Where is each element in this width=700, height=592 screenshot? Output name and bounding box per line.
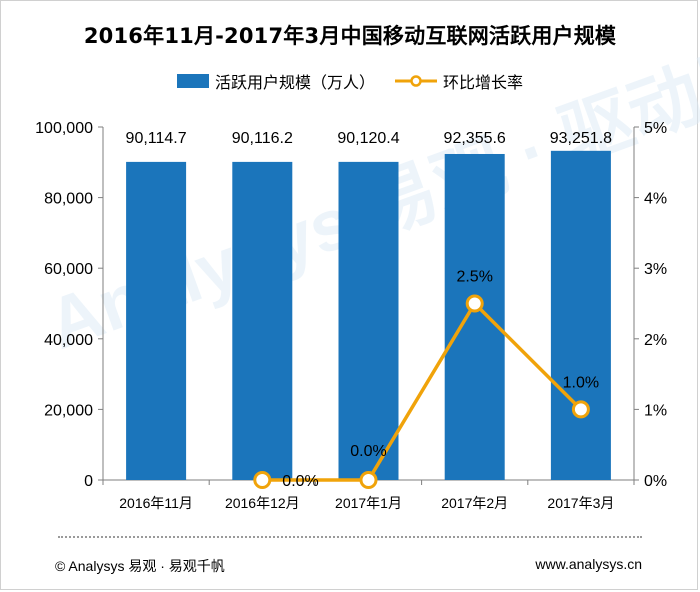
bar-value-label: 90,120.4 — [337, 130, 399, 147]
legend-item-users: 活跃用户规模（万人） — [176, 69, 375, 93]
growth-line — [262, 301, 583, 482]
growth-point — [359, 471, 378, 489]
legend-line-swatch — [395, 75, 437, 87]
legend-label-users: 活跃用户规模（万人） — [214, 73, 375, 92]
y-right-tick-label: 2% — [644, 332, 667, 349]
y-left-tick-label: 0 — [84, 473, 93, 490]
growth-value-label: 1.0% — [563, 374, 599, 391]
footer-divider — [58, 536, 642, 538]
x-tick-label: 2017年2月 — [441, 495, 508, 511]
y-right-tick-label: 4% — [644, 191, 667, 208]
x-tick-label: 2017年1月 — [335, 495, 402, 511]
y-left-tick-label: 60,000 — [44, 261, 93, 278]
y-left-tick-label: 100,000 — [35, 120, 93, 137]
footer-url: www.analysys.cn — [535, 556, 642, 572]
y-left-tick-label: 80,000 — [44, 191, 93, 208]
line-series — [253, 294, 590, 489]
axes: 0 20,000 40,000 60,000 80,000 100,000 0% 1% 2% 3%… — [35, 120, 667, 511]
x-tick-label: 2017年3月 — [547, 495, 614, 511]
y-left-tick-label: 40,000 — [44, 332, 93, 349]
bar — [338, 161, 399, 480]
legend-label-growth: 环比增长率 — [443, 73, 524, 92]
x-tick-label: 2016年12月 — [225, 495, 300, 511]
growth-value-label: 0.0% — [282, 473, 318, 490]
bar-value-label: 93,251.8 — [550, 130, 612, 147]
bar — [232, 161, 293, 480]
data-labels: 90,114.7 90,116.2 90,120.4 92,355.6 93,251.8… — [126, 130, 613, 490]
footer-copyright: © Analysys 易观 · 易观千帆 — [55, 558, 225, 574]
bar-value-label: 92,355.6 — [444, 130, 506, 147]
legend-bar-swatch — [176, 74, 209, 88]
y-right-tick-label: 5% — [644, 120, 667, 137]
y-right-tick-label: 0% — [644, 473, 667, 490]
legend-item-growth: 环比增长率 — [395, 69, 523, 93]
growth-value-label: 0.0% — [350, 443, 386, 460]
bar — [550, 150, 611, 480]
growth-point — [571, 400, 590, 419]
x-tick-label: 2016年11月 — [119, 495, 193, 511]
chart-title: 2016年11月-2017年3月中国移动互联网活跃用户规模 — [83, 24, 617, 48]
growth-point — [253, 471, 272, 489]
bar — [444, 153, 505, 480]
growth-value-label: 2.5% — [456, 269, 492, 286]
bar-value-label: 90,116.2 — [232, 130, 293, 147]
legend: 活跃用户规模（万人） 环比增长率 — [0, 70, 700, 92]
bar-value-label: 90,114.7 — [126, 130, 187, 147]
bar — [126, 161, 187, 480]
bar-series — [126, 150, 611, 480]
growth-point — [465, 294, 484, 313]
y-right-tick-label: 3% — [644, 261, 667, 278]
y-left-tick-label: 20,000 — [44, 402, 93, 419]
y-right-tick-label: 1% — [644, 402, 667, 419]
